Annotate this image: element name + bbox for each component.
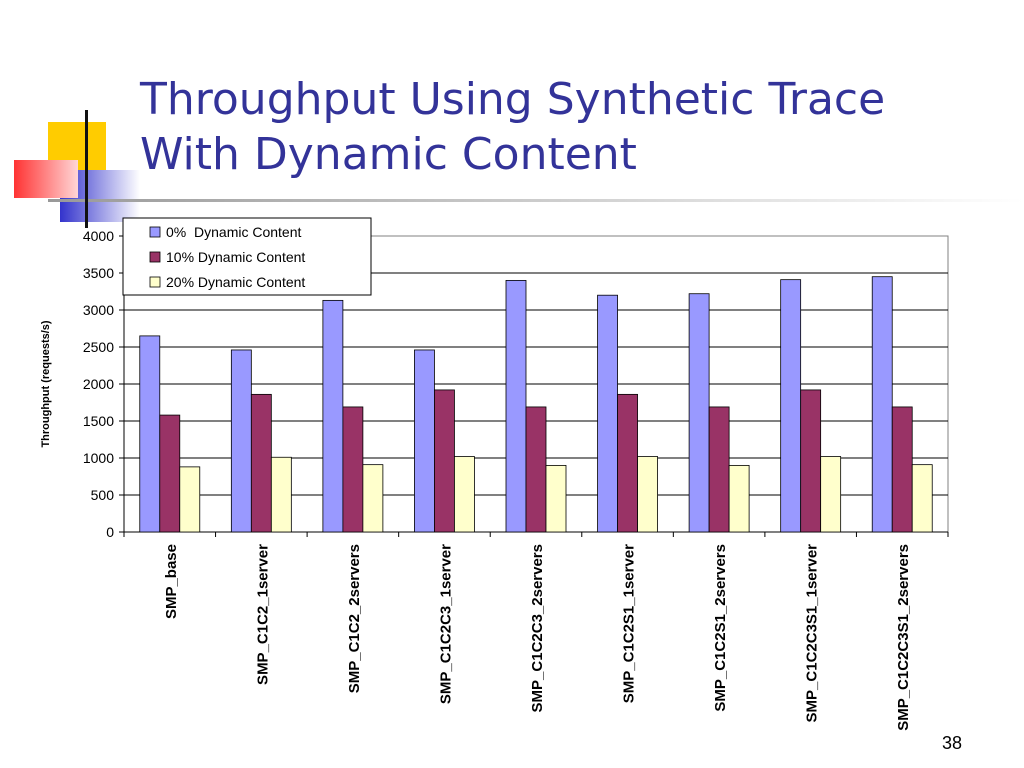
x-tick-label: SMP_C1C2_1server (254, 544, 271, 685)
bar (159, 414, 181, 533)
x-tick-label: SMP_base (163, 544, 180, 619)
slide-title-line-1: Throughput Using Synthetic Trace (140, 74, 886, 125)
y-tick-label: 1000 (83, 450, 114, 466)
bar (780, 279, 802, 533)
y-tick-label: 1500 (83, 413, 114, 429)
x-tick-label: SMP_C1C2C3S1_1server (804, 544, 821, 723)
y-tick-label: 0 (106, 524, 114, 540)
legend-swatch (149, 251, 161, 263)
bar (617, 393, 638, 533)
bar (414, 349, 435, 533)
bar (911, 464, 933, 533)
bar (688, 293, 710, 533)
bar (270, 456, 292, 533)
bar (820, 456, 842, 533)
y-tick-label: 2500 (83, 339, 114, 355)
deco-vertical-line (85, 110, 88, 228)
bar (342, 406, 364, 533)
slide-title-line-2: With Dynamic Content (140, 129, 637, 180)
bar (545, 464, 567, 533)
legend-box (122, 217, 372, 296)
bar (179, 466, 201, 533)
bar (454, 456, 475, 533)
legend-label: 20% Dynamic Content (166, 274, 305, 290)
bar (139, 335, 161, 533)
x-tick-label: SMP_C1C2_2servers (346, 544, 363, 693)
bar (637, 456, 658, 533)
bar (250, 393, 272, 533)
deco-red-square (14, 160, 78, 198)
bar (230, 349, 252, 533)
y-tick-label: 3000 (83, 302, 114, 318)
page-number: 38 (941, 733, 962, 753)
slide-decoration (14, 110, 1024, 228)
legend-label: 10% Dynamic Content (166, 249, 305, 265)
legend-label: 0% Dynamic Content (166, 224, 302, 240)
legend-swatch (149, 276, 161, 288)
y-tick-label: 2000 (83, 376, 114, 392)
bar (800, 389, 822, 533)
bar (728, 464, 750, 533)
bar (597, 294, 618, 533)
bar (505, 279, 527, 533)
x-tick-label: SMP_C1C2C3S1_2servers (895, 544, 912, 731)
slide-title: Throughput Using Synthetic Trace With Dy… (140, 72, 885, 182)
x-tick-label: SMP_C1C2S1_2servers (712, 544, 729, 712)
y-tick-label: 3500 (83, 265, 114, 281)
bar (434, 389, 455, 533)
deco-horizontal-line (48, 199, 1024, 202)
bar (891, 406, 913, 533)
bar (362, 464, 384, 533)
x-tick-label: SMP_C1C2C3_1server (437, 544, 454, 704)
bar (708, 406, 730, 533)
legend-swatch (149, 226, 161, 238)
bar (871, 276, 893, 533)
y-tick-label: 4000 (83, 228, 114, 244)
y-tick-label: 500 (91, 487, 115, 503)
x-tick-label: SMP_C1C2C3_2servers (529, 544, 546, 712)
bar (322, 299, 344, 533)
x-tick-label: SMP_C1C2S1_1server (621, 544, 638, 703)
bar (525, 406, 547, 533)
y-axis-label: Throughput (requests/s) (40, 320, 52, 447)
